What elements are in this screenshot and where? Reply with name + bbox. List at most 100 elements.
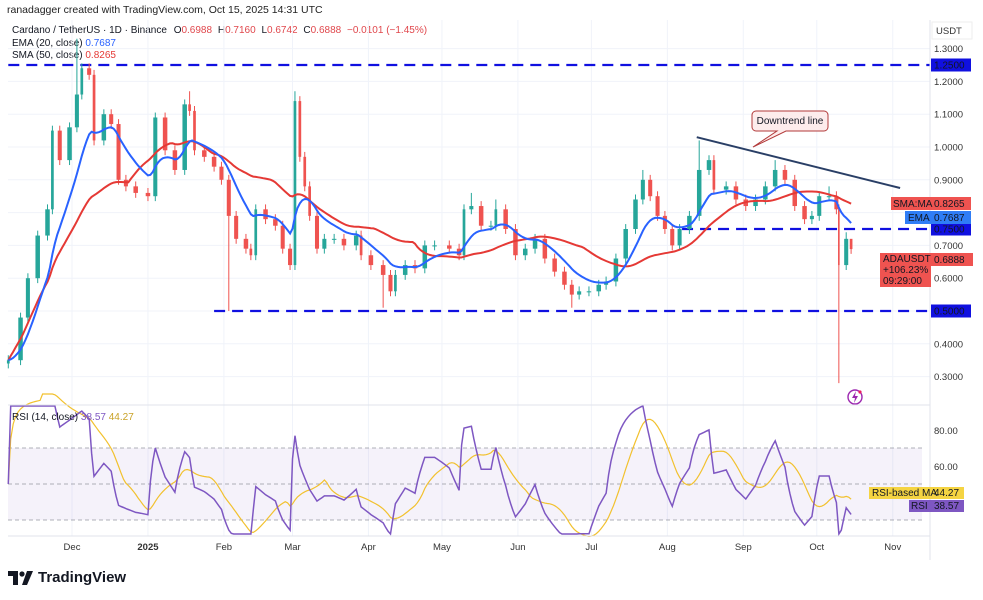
- svg-text:SMA:MA: SMA:MA: [893, 199, 933, 210]
- svg-text:RSI: RSI: [911, 501, 928, 512]
- time-axis[interactable]: Dec 2025 Feb Mar Apr May Jun Jul Aug Sep Oct Nov: [64, 542, 902, 553]
- candle-body: [569, 284, 574, 295]
- candle-body: [633, 199, 638, 229]
- rsi-line: [7, 404, 852, 537]
- rsi-pane: [8, 447, 922, 521]
- candle-body: [162, 117, 168, 151]
- price-tick-label: 0.7000: [934, 241, 963, 252]
- time-tick-label: Dec: [64, 542, 81, 553]
- candle-body: [101, 114, 107, 141]
- candle-body: [623, 229, 628, 259]
- price-axis[interactable]: 1.3000 1.2000 1.1000 1.0000 0.9000 0.7000 0.60…: [934, 44, 963, 383]
- price-tick-label: 1.1000: [934, 110, 963, 121]
- candle-body: [513, 229, 518, 256]
- price-tick-label: 0.3000: [934, 372, 963, 383]
- candle-body: [226, 179, 231, 216]
- level-price-label: 1.2500: [934, 61, 965, 72]
- candle-body: [402, 265, 408, 275]
- candle-body: [254, 209, 258, 256]
- rsi-lines: [7, 393, 852, 538]
- candle-body: [422, 245, 428, 269]
- svg-text:0.6888: 0.6888: [934, 255, 965, 266]
- time-tick-label: Feb: [216, 542, 232, 553]
- candle-body: [182, 104, 187, 170]
- time-tick-label: Nov: [884, 542, 901, 553]
- candle-body: [193, 110, 196, 151]
- candle-body: [263, 209, 268, 220]
- sma-legend-value: 0.8265: [85, 50, 116, 61]
- candle-body: [133, 186, 138, 193]
- candle-body: [74, 94, 79, 128]
- callout-text: Downtrend line: [757, 116, 824, 127]
- candle-body: [802, 206, 807, 220]
- candle-body: [109, 114, 114, 125]
- lightning-icon[interactable]: [847, 389, 863, 405]
- candle-body: [202, 150, 207, 157]
- candle-body: [234, 215, 239, 239]
- rsi-legend[interactable]: RSI (14, close) 38.57 44.27: [12, 412, 134, 423]
- support-resistance-levels[interactable]: 1.2500 0.7500 0.5000: [8, 58, 971, 318]
- candle-body: [280, 225, 285, 249]
- open-value: 0.6988: [181, 25, 212, 36]
- price-tick-label: 0.4000: [934, 339, 963, 350]
- last-price-tag: ADAUSDT 0.6888 +106.23% 09:29:00: [880, 253, 973, 287]
- candle-body: [562, 271, 567, 285]
- candle-body: [577, 291, 582, 295]
- downtrend-callout[interactable]: Downtrend line: [751, 110, 829, 148]
- candle-body: [687, 215, 692, 229]
- candle-body: [763, 186, 768, 200]
- candle-body: [677, 229, 682, 246]
- rsi-legend-value: 38.57: [81, 412, 106, 423]
- tradingview-logo[interactable]: TradingView: [8, 569, 126, 586]
- time-tick-label: Oct: [809, 542, 824, 553]
- candle-body: [640, 179, 645, 200]
- svg-text:EMA: EMA: [908, 213, 930, 224]
- candle-body: [331, 238, 337, 240]
- candle-body: [219, 166, 224, 180]
- candle-body: [288, 248, 293, 266]
- candles: [6, 38, 853, 384]
- candle-body: [80, 68, 84, 95]
- price-tick-label: 0.6000: [934, 274, 963, 285]
- svg-text:+106.23%: +106.23%: [883, 265, 928, 276]
- candle-body: [211, 156, 217, 167]
- time-tick-label: Jul: [585, 542, 597, 553]
- high-value: 0.7160: [225, 25, 256, 36]
- candle-body: [809, 215, 814, 220]
- close-value: 0.6888: [311, 25, 342, 36]
- candle-body: [341, 238, 347, 246]
- moving-averages: [7, 126, 852, 362]
- candle-body: [706, 160, 712, 170]
- candle-body: [51, 130, 54, 210]
- sma-legend[interactable]: SMA (50, close) 0.8265: [12, 50, 116, 61]
- downtrend-line[interactable]: [696, 136, 901, 189]
- currency-box[interactable]: [931, 21, 973, 40]
- rsi-ma-tag: RSI-based MA 44.27: [869, 487, 964, 499]
- candle-body: [826, 196, 832, 198]
- candle-body: [145, 192, 151, 197]
- created-by-text: ranadagger created with TradingView.com,…: [7, 4, 323, 16]
- candle-body: [849, 238, 853, 250]
- ema-legend[interactable]: EMA (20, close) 0.7687: [12, 38, 116, 49]
- candle-body: [613, 258, 619, 282]
- currency-label: USDT: [936, 26, 962, 37]
- ohlc-legend: Cardano / TetherUS · 1D · Binance O0.698…: [12, 25, 427, 36]
- candle-body: [817, 196, 822, 216]
- level-price-label: 0.7500: [934, 225, 965, 236]
- candle-body: [696, 169, 702, 216]
- level-price-tag: [931, 304, 971, 318]
- svg-text:38.57: 38.57: [934, 501, 959, 512]
- candle-body: [503, 209, 508, 229]
- candle-body: [188, 104, 191, 111]
- candle-body: [723, 186, 729, 190]
- candle-body: [670, 229, 675, 246]
- price-tick-label: 1.0000: [934, 143, 963, 154]
- candle-body: [45, 209, 50, 236]
- candle-body: [462, 209, 466, 256]
- level-price-label: 0.5000: [934, 307, 965, 318]
- time-tick-label: Aug: [659, 542, 676, 553]
- svg-text:44.27: 44.27: [934, 488, 959, 499]
- candle-body: [116, 124, 121, 180]
- candle-body: [596, 284, 601, 292]
